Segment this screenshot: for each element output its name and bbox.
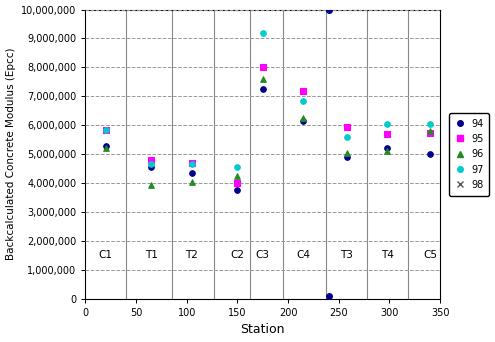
Point xyxy=(384,121,392,127)
Point xyxy=(299,88,307,93)
Point xyxy=(259,76,267,82)
Text: C4: C4 xyxy=(297,250,310,261)
Point xyxy=(101,141,109,147)
Text: T3: T3 xyxy=(341,250,353,261)
Point xyxy=(343,154,351,160)
Point xyxy=(259,40,267,45)
Text: C2: C2 xyxy=(231,250,245,261)
Point xyxy=(426,152,434,157)
Text: T2: T2 xyxy=(186,250,198,261)
Point xyxy=(299,118,307,124)
Point xyxy=(325,7,333,12)
Point xyxy=(384,146,392,151)
Text: C1: C1 xyxy=(99,250,113,261)
Text: C3: C3 xyxy=(256,250,270,261)
Point xyxy=(426,128,434,134)
Point xyxy=(148,182,155,187)
Point xyxy=(234,173,242,179)
Point xyxy=(188,170,196,176)
X-axis label: Station: Station xyxy=(241,324,285,337)
Point xyxy=(148,175,155,180)
Point xyxy=(299,98,307,103)
Point xyxy=(101,127,109,132)
Point xyxy=(325,293,333,299)
Text: C5: C5 xyxy=(423,250,437,261)
Point xyxy=(343,150,351,156)
Point xyxy=(426,140,434,145)
Point xyxy=(148,157,155,163)
Point xyxy=(426,121,434,127)
Legend: 94, 95, 96, 97, 98: 94, 95, 96, 97, 98 xyxy=(448,113,489,196)
Point xyxy=(299,115,307,121)
Point xyxy=(101,146,109,151)
Point xyxy=(234,188,242,193)
Point xyxy=(259,30,267,36)
Point xyxy=(259,87,267,92)
Point xyxy=(343,134,351,140)
Point xyxy=(343,150,351,156)
Point xyxy=(426,130,434,135)
Point xyxy=(384,131,392,137)
Point xyxy=(234,165,242,170)
Point xyxy=(101,127,109,132)
Point xyxy=(188,162,196,167)
Point xyxy=(148,165,155,170)
Point xyxy=(384,148,392,154)
Text: T1: T1 xyxy=(145,250,158,261)
Point xyxy=(188,177,196,183)
Point xyxy=(259,65,267,70)
Point xyxy=(148,162,155,167)
Point xyxy=(101,143,109,148)
Point xyxy=(299,107,307,112)
Point xyxy=(384,148,392,154)
Point xyxy=(188,179,196,184)
Point xyxy=(343,124,351,130)
Point xyxy=(234,170,242,176)
Text: T4: T4 xyxy=(381,250,394,261)
Point xyxy=(188,160,196,166)
Point xyxy=(234,180,242,186)
Y-axis label: Backcalculated Concrete Modulus (Epcc): Backcalculated Concrete Modulus (Epcc) xyxy=(5,48,15,261)
